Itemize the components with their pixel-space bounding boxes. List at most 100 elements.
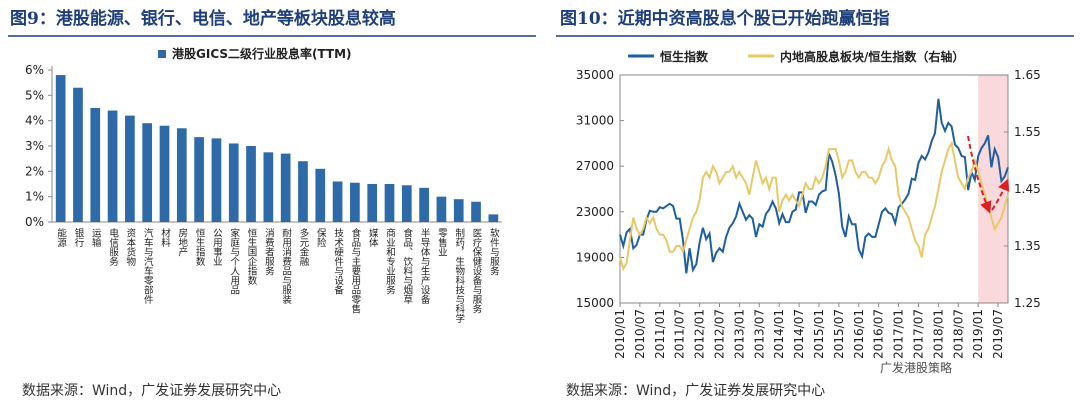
series-line	[619, 98, 1009, 274]
x-tick-label: 2012/01	[693, 309, 707, 359]
x-tick-label: 半导体与生产设备	[419, 227, 431, 305]
chart-title: 图10：近期中资高股息个股已开始跑赢恒指	[560, 8, 890, 29]
y-tick-label: 5%	[25, 88, 44, 102]
x-tick-label: 2017/07	[911, 309, 925, 359]
bar	[471, 201, 481, 222]
legend-label: 内地高股息板块/恒生指数（右轴）	[780, 49, 964, 64]
x-tick-label: 恒生国企指数	[246, 227, 258, 286]
x-tick-label: 零售业	[436, 228, 448, 257]
legend-label: 恒生指数	[660, 49, 709, 64]
bar	[125, 115, 135, 222]
x-tick-label: 2013/07	[752, 309, 766, 359]
y-tick-label: 4%	[25, 114, 44, 128]
y2-tick-label: 1.65	[1014, 68, 1041, 82]
x-tick-label: 2011/01	[653, 309, 667, 359]
x-tick-label: 房地产	[176, 227, 188, 257]
x-tick-label: 2010/01	[613, 309, 627, 359]
y-tick-label: 0%	[25, 215, 44, 229]
bar	[263, 152, 274, 222]
y-tick-label: 19000	[576, 250, 614, 264]
x-tick-label: 2018/07	[951, 309, 965, 359]
bar	[55, 75, 66, 222]
x-tick-label: 汽车与汽车零部件	[142, 227, 154, 305]
y-tick-label: 15000	[576, 296, 614, 310]
x-tick-label: 2010/07	[633, 309, 647, 359]
x-tick-label: 2014/07	[792, 309, 806, 359]
bar	[228, 143, 239, 222]
x-tick-label: 2013/01	[732, 309, 746, 359]
x-tick-label: 能源	[55, 227, 67, 248]
x-tick-label: 2012/07	[712, 309, 726, 359]
x-tick-label: 2014/01	[772, 309, 786, 359]
x-tick-label: 医疗保健设备与服务	[471, 228, 483, 314]
bar	[176, 128, 187, 222]
bar	[488, 214, 499, 222]
source: 数据来源：Wind，广发证券发展研究中心	[22, 383, 281, 399]
x-tick-label: 消费者服务	[263, 227, 275, 276]
bar	[453, 199, 464, 222]
x-tick-label: 商业和专业服务	[384, 227, 396, 295]
y-tick-label: 27000	[576, 159, 614, 173]
bar	[73, 87, 83, 222]
x-tick-label: 2015/01	[812, 309, 826, 359]
legend-label: 港股GICS二级行业股息率(TTM)	[172, 46, 352, 61]
bar	[332, 181, 343, 222]
y-tick-label: 6%	[25, 63, 44, 77]
x-tick-label: 食品、饮料与烟草	[401, 227, 413, 305]
plot-frame	[619, 74, 1009, 304]
x-tick-label: 耐用消费品与服装	[280, 227, 292, 305]
x-tick-label: 银行	[72, 227, 84, 248]
y-tick-label: 3%	[25, 139, 44, 153]
y-tick-label: 1%	[25, 190, 44, 204]
x-tick-label: 2016/01	[852, 309, 866, 359]
x-tick-label: 2016/07	[872, 309, 886, 359]
bar	[246, 146, 256, 222]
x-tick-label: 2019/07	[991, 309, 1005, 359]
y-tick-label: 2%	[25, 164, 44, 178]
bar	[90, 108, 101, 222]
watermark: 广发港股策略	[880, 360, 952, 375]
bar	[350, 182, 360, 222]
bar	[194, 137, 204, 222]
x-tick-label: 材料	[159, 227, 171, 248]
bar	[401, 185, 412, 222]
x-tick-label: 制药，生物科技与科学	[453, 227, 465, 323]
y2-tick-label: 1.55	[1014, 125, 1041, 139]
x-tick-label: 运输	[90, 228, 102, 248]
x-tick-label: 多元金融	[297, 227, 309, 267]
bar	[436, 196, 447, 222]
bar	[419, 187, 429, 222]
bar	[211, 138, 222, 222]
x-tick-label: 软件与服务	[488, 227, 500, 276]
y-tick-label: 35000	[576, 68, 614, 82]
bar	[367, 184, 378, 222]
x-tick-label: 2018/01	[931, 309, 945, 359]
bar	[280, 153, 291, 222]
bar	[384, 184, 395, 222]
legend-swatch	[158, 50, 166, 58]
y2-tick-label: 1.35	[1014, 239, 1041, 253]
bar	[159, 125, 170, 222]
y-tick-label: 31000	[576, 114, 614, 128]
x-tick-label: 保险	[315, 227, 327, 248]
bar	[298, 161, 308, 222]
x-tick-label: 2017/01	[892, 309, 906, 359]
x-tick-label: 2015/07	[832, 309, 846, 359]
y2-tick-label: 1.45	[1014, 182, 1041, 196]
x-tick-label: 恒生指数	[194, 227, 206, 267]
x-tick-label: 资本货物	[124, 228, 136, 267]
x-tick-label: 2011/07	[673, 309, 687, 359]
x-tick-label: 媒体	[367, 227, 379, 248]
x-tick-label: 2019/01	[971, 309, 985, 359]
chart-title: 图9：港股能源、银行、电信、地产等板块股息较高	[10, 8, 396, 29]
bar	[107, 110, 118, 222]
y2-tick-label: 1.25	[1014, 296, 1041, 310]
bar	[142, 123, 153, 222]
x-tick-label: 食品与主要用品零售	[349, 227, 361, 314]
x-tick-label: 电信服务	[107, 227, 119, 267]
x-tick-label: 技术硬件与设备	[332, 227, 344, 295]
series-line	[619, 140, 1009, 272]
bar	[315, 168, 326, 222]
source: 数据来源：Wind，广发证券发展研究中心	[566, 383, 825, 399]
